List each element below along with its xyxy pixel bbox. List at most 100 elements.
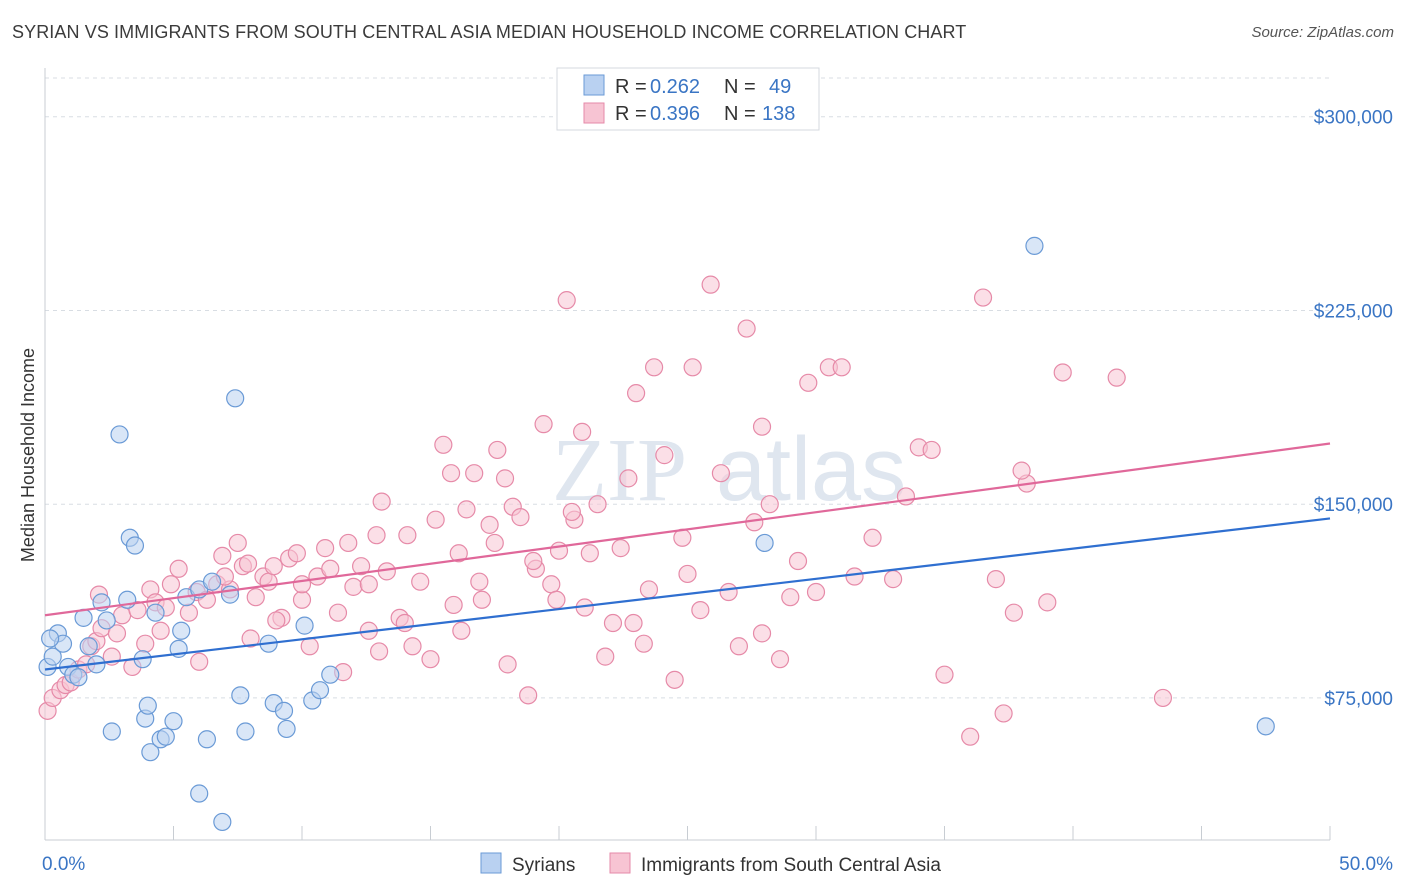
immigrants-point-92 xyxy=(719,582,738,602)
x-tick-label-1: 50.0% xyxy=(1339,854,1393,875)
y-axis-label: Median Household Income xyxy=(18,348,38,562)
immigrants-point-86 xyxy=(665,670,684,689)
immigrants-point-99 xyxy=(781,588,800,607)
immigrants-point-90 xyxy=(701,275,720,294)
immigrants-point-48 xyxy=(367,526,386,545)
bottom-legend-swatch-syrians xyxy=(480,852,502,874)
immigrants-point-113 xyxy=(994,704,1013,723)
syrians-point-29 xyxy=(197,730,217,749)
legend-r-label-1: R = xyxy=(615,76,652,98)
legend-n-value-2: 138 xyxy=(762,103,795,125)
immigrants-point-98 xyxy=(770,650,790,669)
immigrants-point-110 xyxy=(961,727,980,746)
immigrants-point-144 xyxy=(267,611,286,630)
immigrants-point-101 xyxy=(799,373,818,392)
immigrants-point-38 xyxy=(292,590,312,609)
syrians-point-8 xyxy=(79,637,98,656)
immigrants-point-97 xyxy=(760,495,779,514)
immigrants-point-31 xyxy=(246,588,265,607)
syrians-point-21 xyxy=(146,603,165,622)
syrians-point-35 xyxy=(236,722,255,741)
bottom-legend: Syrians Immigrants from South Central As… xyxy=(480,852,941,876)
immigrants-point-82 xyxy=(626,384,646,403)
immigrants-point-53 xyxy=(403,637,422,656)
syrians-point-24 xyxy=(164,712,183,731)
legend-swatch-immigrants xyxy=(583,102,605,124)
y-tick-label-2: $225,000 xyxy=(1314,301,1393,322)
immigrants-point-133 xyxy=(292,575,312,594)
immigrants-point-71 xyxy=(542,575,561,594)
syrians-point-1 xyxy=(43,647,62,666)
immigrants-point-84 xyxy=(644,358,664,377)
immigrants-point-58 xyxy=(441,464,461,483)
immigrants-point-49 xyxy=(372,492,391,511)
syrians-point-45 xyxy=(755,533,774,553)
immigrants-point-79 xyxy=(603,613,623,633)
immigrants-point-139 xyxy=(883,570,903,589)
immigrants-point-46 xyxy=(352,557,371,576)
immigrants-point-70 xyxy=(534,415,553,434)
immigrants-point-137 xyxy=(678,564,697,584)
y-tick-labels: $75,000 $150,000 $225,000 $300,000 xyxy=(1314,108,1393,710)
trend-lines xyxy=(44,442,1331,671)
series-syrians-points xyxy=(38,236,1275,832)
syrians-point-33 xyxy=(226,389,245,408)
immigrants-point-96 xyxy=(752,417,772,436)
immigrants-point-42 xyxy=(321,559,340,578)
immigrants-point-121 xyxy=(472,590,491,609)
immigrants-point-126 xyxy=(498,655,517,674)
immigrants-point-59 xyxy=(449,544,468,563)
y-tick-label-1: $150,000 xyxy=(1314,495,1393,516)
trend-line-immigrants xyxy=(44,442,1331,617)
immigrants-point-26 xyxy=(213,546,232,565)
immigrants-point-45 xyxy=(344,577,363,596)
immigrants-point-132 xyxy=(190,652,209,671)
immigrants-point-143 xyxy=(562,502,581,522)
syrians-point-48 xyxy=(41,629,60,648)
y-tick-label-3: $300,000 xyxy=(1314,108,1393,129)
syrians-point-38 xyxy=(274,701,294,720)
immigrants-point-76 xyxy=(580,544,599,563)
syrians-point-43 xyxy=(321,665,340,684)
immigrants-point-131 xyxy=(241,629,260,648)
x-tick-labels: 0.0% 50.0% xyxy=(42,854,1393,875)
immigrants-point-68 xyxy=(519,686,538,705)
immigrants-point-89 xyxy=(691,601,710,620)
immigrants-point-67 xyxy=(511,508,530,527)
immigrants-point-12 xyxy=(112,606,132,625)
legend-swatch-syrians xyxy=(583,74,605,96)
trend-line-syrians xyxy=(44,517,1331,671)
immigrants-point-61 xyxy=(465,464,484,483)
immigrants-point-55 xyxy=(421,650,440,669)
syrians-point-39 xyxy=(277,719,296,739)
immigrants-point-78 xyxy=(596,647,615,666)
immigrants-point-62 xyxy=(470,572,489,591)
immigrants-point-30 xyxy=(238,554,258,573)
syrians-point-42 xyxy=(310,681,330,700)
syrians-point-20 xyxy=(141,743,160,762)
immigrants-point-56 xyxy=(426,510,445,529)
immigrants-point-15 xyxy=(136,634,155,653)
immigrants-point-104 xyxy=(832,358,851,377)
immigrants-point-54 xyxy=(411,572,430,591)
legend-r-label-2: R = xyxy=(615,103,652,125)
immigrants-point-39 xyxy=(300,637,319,656)
immigrants-point-64 xyxy=(488,440,507,460)
immigrants-point-43 xyxy=(328,603,348,622)
immigrants-point-65 xyxy=(495,469,515,488)
syrians-point-12 xyxy=(102,722,121,741)
chart-title: SYRIAN VS IMMIGRANTS FROM SOUTH CENTRAL … xyxy=(12,22,967,42)
immigrants-point-141 xyxy=(1012,461,1031,480)
immigrants-point-138 xyxy=(752,624,772,643)
immigrants-point-83 xyxy=(634,634,653,653)
legend-n-label-2: N = xyxy=(724,103,761,125)
legend-r-value-1: 0.262 xyxy=(650,76,700,98)
grid-lines xyxy=(45,77,1330,699)
x-tick-label-0: 0.0% xyxy=(42,854,85,875)
bottom-legend-swatch-immigrants xyxy=(609,852,631,874)
immigrants-point-142 xyxy=(485,533,504,553)
immigrants-point-37 xyxy=(287,544,306,563)
immigrants-point-20 xyxy=(161,575,181,594)
syrians-point-26 xyxy=(172,621,191,640)
